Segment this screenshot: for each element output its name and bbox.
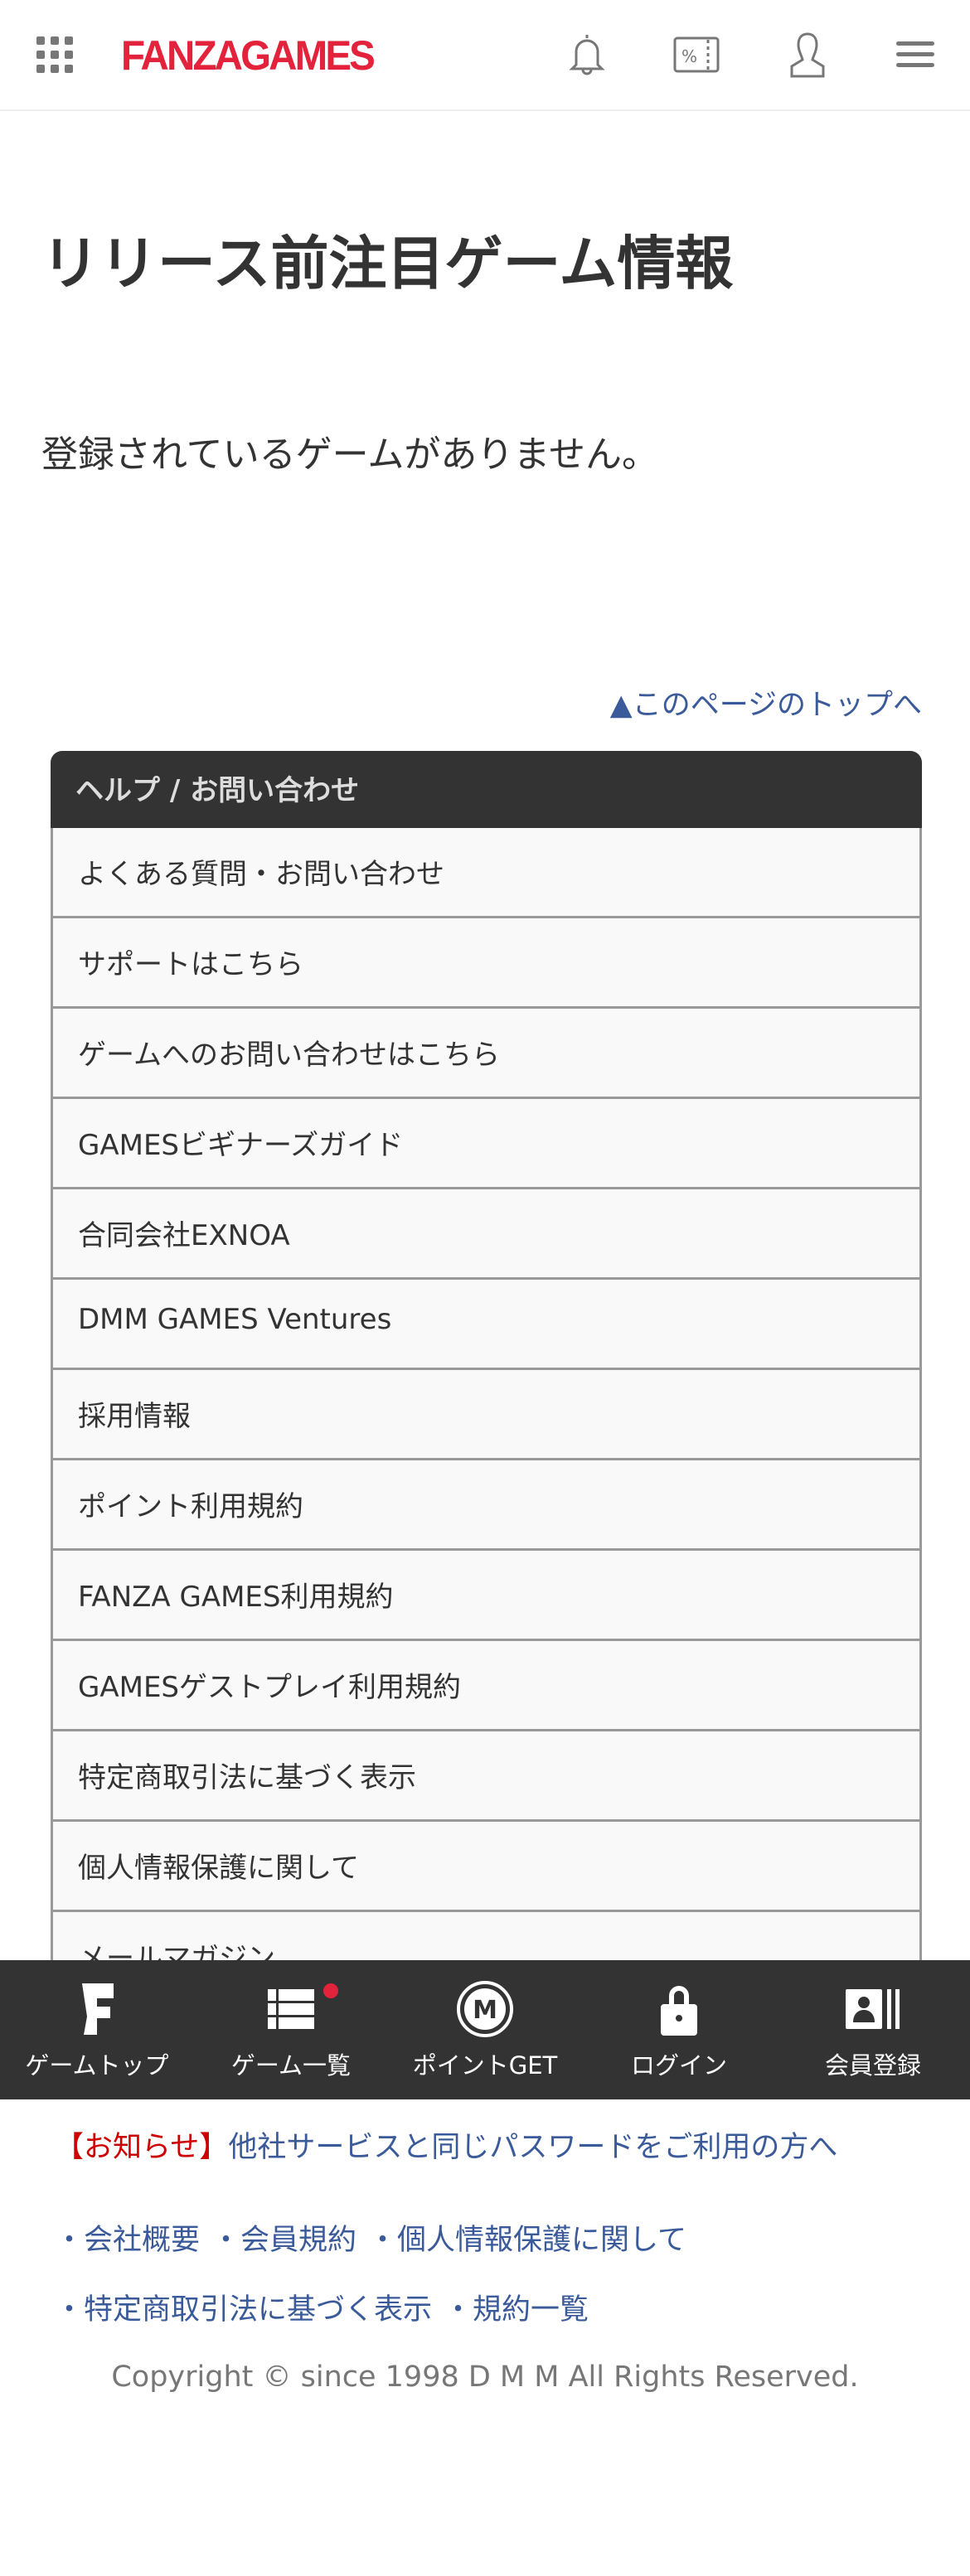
- list-icon: [268, 1980, 314, 2038]
- nav-label: ポイントGET: [412, 2051, 558, 2080]
- footer-link-privacy[interactable]: ・個人情報保護に関して: [368, 2224, 686, 2257]
- nav-label: ゲーム一覧: [230, 2051, 352, 2080]
- nav-game-list[interactable]: ゲーム一覧: [194, 1960, 388, 2099]
- help-link-item[interactable]: 特定商取引法に基づく表示: [51, 1731, 922, 1822]
- footer-link-terms[interactable]: ・会員規約: [211, 2224, 357, 2257]
- help-link-item[interactable]: FANZA GAMES利用規約: [51, 1551, 922, 1641]
- nav-label: ゲームトップ: [25, 2051, 169, 2080]
- page-top-link[interactable]: ▲このページのトップへ: [609, 689, 922, 722]
- help-title: ヘルプ / お問い合わせ: [51, 751, 922, 828]
- fanza-f-icon: [79, 1980, 115, 2038]
- help-link-item[interactable]: メールマガジン: [51, 1912, 922, 1960]
- nav-label: 会員登録: [824, 2051, 921, 2080]
- footer-links-row1: ・会社概要 ・会員規約 ・個人情報保護に関して: [55, 2216, 698, 2259]
- nav-game-top[interactable]: ゲームトップ: [0, 1960, 194, 2099]
- help-link-item[interactable]: サポートはこちら: [51, 918, 922, 1009]
- nav-register[interactable]: 会員登録: [776, 1960, 970, 2099]
- footer-link-company[interactable]: ・会社概要: [55, 2224, 201, 2257]
- footer-link-terms-list[interactable]: ・規約一覧: [444, 2293, 589, 2327]
- help-link-item[interactable]: よくある質問・お問い合わせ: [51, 828, 922, 918]
- notice-link[interactable]: 【お知らせ】他社サービスと同じパスワードをご利用の方へ: [55, 2123, 837, 2166]
- bell-icon[interactable]: [562, 30, 612, 80]
- help-link-item[interactable]: GAMESビギナーズガイド: [51, 1099, 922, 1189]
- help-link-item[interactable]: DMM GAMES Ventures: [51, 1280, 922, 1370]
- new-badge: [323, 1983, 338, 1998]
- svg-text:%: %: [681, 46, 697, 66]
- fanza-games-logo[interactable]: FANZAGAMES: [121, 32, 376, 79]
- m-coin-icon: M: [456, 1980, 514, 2038]
- notice-text: 他社サービスと同じパスワードをご利用の方へ: [228, 2131, 838, 2164]
- grid-icon[interactable]: [30, 30, 80, 80]
- help-link-item[interactable]: GAMESゲストプレイ利用規約: [51, 1641, 922, 1731]
- svg-text:M: M: [473, 1996, 497, 2025]
- header: FANZAGAMES %: [0, 0, 970, 111]
- member-card-icon: [846, 1980, 900, 2038]
- user-icon[interactable]: [783, 30, 832, 80]
- page-title: リリース前注目ゲーム情報: [41, 230, 734, 298]
- bottom-nav: ゲームトップ ゲーム一覧 M ポイントGET ログイン 会員登録: [0, 1960, 970, 2099]
- nav-login[interactable]: ログイン: [582, 1960, 776, 2099]
- footer-links-row2: ・特定商取引法に基づく表示 ・規約一覧: [55, 2286, 600, 2328]
- coupon-icon[interactable]: %: [672, 30, 721, 80]
- notice-tag: 【お知らせ】: [55, 2131, 229, 2164]
- help-link-item[interactable]: 合同会社EXNOA: [51, 1189, 922, 1280]
- empty-message: 登録されているゲームがありません。: [41, 433, 659, 476]
- lock-icon: [659, 1980, 699, 2038]
- menu-icon[interactable]: [890, 30, 940, 80]
- nav-label: ログイン: [630, 2051, 727, 2080]
- help-link-item[interactable]: 個人情報保護に関して: [51, 1822, 922, 1912]
- help-section: ヘルプ / お問い合わせ よくある質問・お問い合わせ サポートはこちら ゲームへのお…: [51, 751, 922, 1960]
- nav-point-get[interactable]: M ポイントGET: [388, 1960, 582, 2099]
- help-link-item[interactable]: 採用情報: [51, 1370, 922, 1460]
- footer-link-tokushoho[interactable]: ・特定商取引法に基づく表示: [55, 2293, 433, 2327]
- help-link-item[interactable]: ポイント利用規約: [51, 1460, 922, 1551]
- help-link-item[interactable]: ゲームへのお問い合わせはこちら: [51, 1009, 922, 1099]
- copyright: Copyright © since 1998 D M M All Rights …: [111, 2361, 859, 2394]
